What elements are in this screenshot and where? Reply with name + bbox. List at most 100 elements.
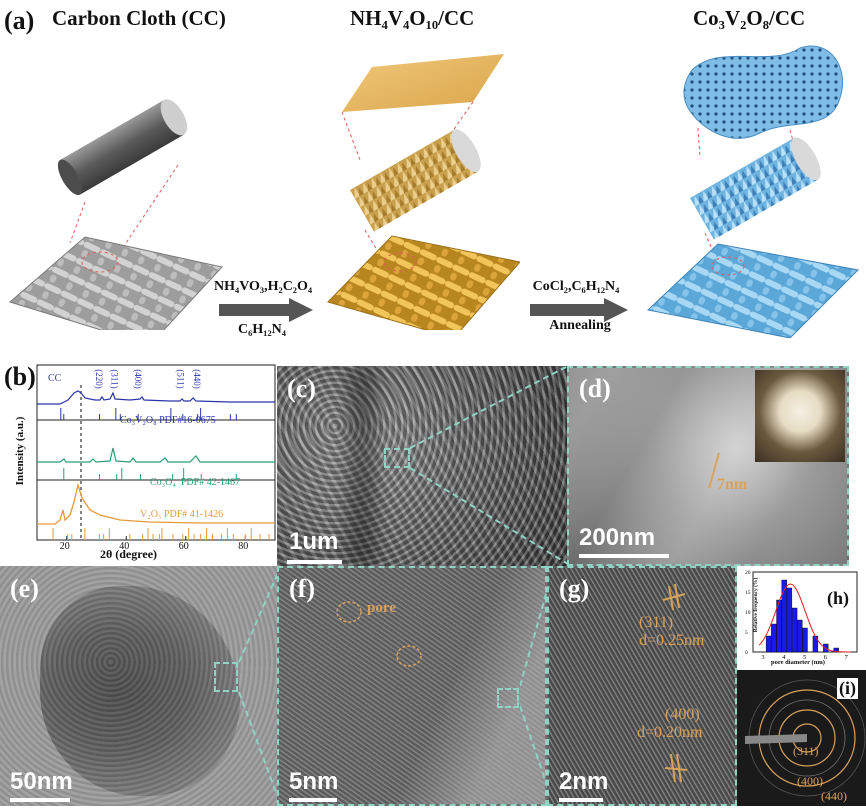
series-ref-co3o4: PDF# 42-1467	[180, 477, 241, 488]
hist-ytick-3: 15	[745, 590, 751, 596]
series-name-co3o4: Co₃O₄	[150, 477, 176, 488]
panel-b: (b) CC Co₃V₂O₈ PDF#16-0675 Co₃O₄ PDF# 42…	[0, 360, 285, 565]
xrd-peak-label-5: (440)	[191, 369, 202, 389]
panel-g-scale-label: 2nm	[559, 768, 609, 795]
xrd-peak-label-1: (220)	[93, 369, 104, 389]
series-label-co3v2o8: Co₃V₂O₈ PDF#16-0675	[120, 415, 216, 426]
panel-d-sem-image: (d) 7nm 200nm	[567, 366, 849, 566]
panel-d-annotation: 7nm	[717, 476, 748, 493]
panel-e-letter: (e)	[10, 574, 39, 603]
xrd-chart	[36, 364, 276, 541]
panel-c-scalebar	[287, 560, 342, 564]
series-label-v2o5: V₂O₅ PDF# 41-1426	[140, 509, 223, 520]
xrd-xtick-2: 60	[178, 541, 189, 552]
thickness-marker	[708, 452, 720, 489]
hist-fit-curve	[758, 583, 851, 653]
nvo-illustration	[327, 54, 520, 330]
peak-label-cc: CC	[48, 373, 62, 384]
panel-f-scalebar	[289, 798, 337, 802]
series-ref-v2o5: PDF# 41-1426	[163, 509, 224, 520]
panel-a-letter: (a)	[4, 6, 35, 35]
panel-e-tem-image: (e) 50nm	[0, 566, 277, 806]
arrow2-icon	[530, 298, 628, 322]
hist-ytick-2: 10	[745, 610, 751, 616]
xrd-ylabel: Intensity (a.u.)	[14, 416, 26, 486]
panel-f-zoom-box	[497, 688, 519, 708]
series-name-co3v2o8: Co₃V₂O₈	[120, 415, 157, 426]
panel-e-scalebar	[10, 798, 70, 802]
panel-c-letter: (c)	[287, 374, 316, 403]
hist-bar-5	[791, 607, 798, 653]
co3o4-curve	[37, 447, 275, 463]
panel-f-hrtem-image: (f) pore 5nm	[277, 566, 547, 806]
hist-bar-2	[776, 599, 782, 653]
pore-markers	[336, 601, 422, 667]
lattice-marker-bottom	[664, 753, 688, 783]
xrd-xtick-1: 40	[119, 541, 130, 552]
panel-g-plane2: (400)	[665, 706, 700, 723]
arrow1-top-label: NH₄VO₃,H₂C₂O₄	[214, 279, 313, 294]
panel-e-zoom-box	[214, 662, 238, 692]
panel-d-scalebar	[579, 554, 669, 558]
panel-d-scale-label: 200nm	[579, 524, 656, 551]
panel-i-letter: (i)	[837, 678, 858, 699]
panel-h-letter: (h)	[827, 588, 849, 608]
v2o5-curve	[37, 482, 275, 525]
hist-xtick-1: 4	[782, 654, 786, 661]
panel-b-letter: (b)	[4, 362, 36, 391]
step2-title: NH₄V₄O₁₀/CC	[350, 6, 475, 30]
series-ref-co3v2o8: PDF#16-0675	[159, 415, 216, 426]
hist-xtick-3: 6	[824, 654, 828, 661]
ring-label-400: (400)	[797, 774, 823, 788]
magnolia-flower-photo	[755, 370, 845, 462]
panel-g-plane1: (311)	[639, 614, 674, 631]
hist-bar-1	[771, 623, 777, 653]
panel-d-letter: (d)	[579, 374, 611, 403]
hist-xtick-2: 5	[803, 654, 806, 661]
zoom-lines-c-d	[409, 366, 569, 565]
hist-bar-4	[786, 587, 793, 653]
xrd-peak-label-3: (400)	[132, 369, 143, 389]
arrow1-icon	[219, 298, 313, 322]
panel-c-sem-image: (c) 1um	[277, 366, 567, 566]
carbon-cloth-illustration	[8, 99, 223, 330]
series-label-co3o4: Co₃O₄ PDF# 42-1467	[150, 477, 240, 488]
panel-c-zoom-box	[384, 448, 410, 468]
arrow2-top-label: CoCl₂,C₆H₁₂N₄	[532, 279, 620, 294]
hist-bar-0	[765, 635, 772, 653]
panel-g-d2: d=0.20nm	[637, 724, 703, 741]
panel-g-letter: (g)	[559, 574, 590, 603]
step3-title: Co₃V₂O₈/CC	[693, 6, 806, 30]
panel-i-saed-image: (i) (311) (400) (440)	[737, 670, 866, 806]
lattice-marker-top	[662, 583, 686, 611]
xrd-peak-label-2: (311)	[109, 369, 120, 389]
panel-g-d1: d=0.25nm	[639, 632, 705, 649]
saed-pattern	[745, 679, 866, 797]
hist-ytick-4: 20	[745, 570, 751, 576]
ring-label-440: (440)	[821, 789, 847, 803]
panel-f-letter: (f)	[289, 574, 315, 603]
pore-histogram: 3 4 5 6 7 0 5 10 15 20	[745, 570, 858, 661]
arrow1-bottom-label: C₆H₁₂N₄	[238, 322, 286, 337]
series-name-v2o5: V₂O₅	[140, 509, 162, 520]
step1-title: Carbon Cloth (CC)	[52, 6, 226, 30]
cvo-illustration	[646, 45, 860, 338]
hist-xtick-0: 3	[761, 654, 764, 661]
panel-g-lattice-image: (g) (311) d=0.25nm (400) d=0.20nm 2nm	[547, 566, 737, 806]
xrd-xtick-0: 20	[59, 541, 70, 552]
panel-g-scalebar	[559, 798, 603, 802]
hist-bar-3	[781, 579, 787, 653]
hist-xtick-4: 7	[845, 654, 849, 661]
beam-stop	[745, 734, 807, 744]
hist-ytick-1: 5	[745, 630, 748, 636]
ring-label-311: (311)	[793, 744, 819, 758]
hist-ylabel: Relative frequency (%)	[753, 577, 759, 633]
xrd-peak-label-4: (511)	[175, 369, 186, 389]
sample-curve	[37, 390, 275, 405]
panel-f-annotation: pore	[367, 600, 396, 616]
xrd-xtick-3: 80	[238, 541, 249, 552]
hist-bar-7	[802, 627, 808, 653]
xrd-frame	[36, 364, 276, 541]
hist-xlabel: pore diameter (nm)	[771, 659, 825, 666]
xrd-xlabel: 2θ (degree)	[100, 547, 158, 561]
